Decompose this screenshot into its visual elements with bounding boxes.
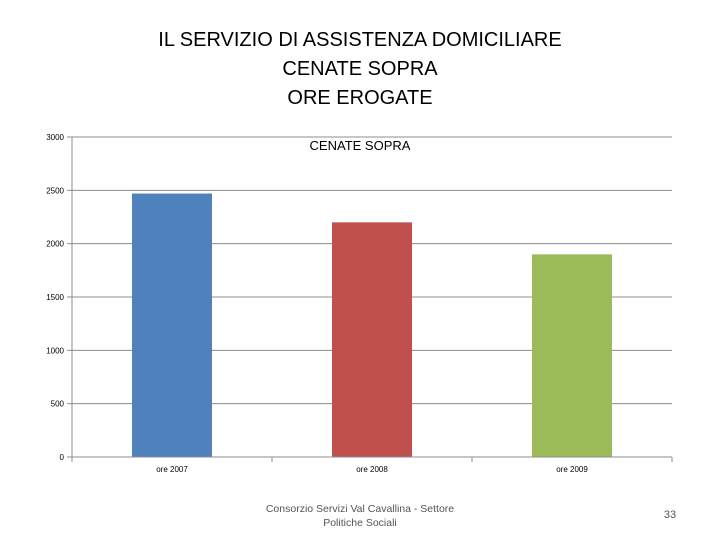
- bar-2: [332, 222, 412, 457]
- slide-title: IL SERVIZIO DI ASSISTENZA DOMICILIARE CE…: [0, 26, 720, 113]
- x-tick-label: ore 2009: [556, 465, 588, 474]
- bar-1: [132, 193, 212, 458]
- slide-title-line-3: ORE EROGATE: [287, 87, 433, 109]
- slide-title-line-1: IL SERVIZIO DI ASSISTENZA DOMICILIARE: [158, 29, 562, 51]
- axes: 0 500 1000 1500 2000 2500 3000 ore 2007 ore 2008…: [46, 133, 673, 474]
- y-tick-label: 500: [51, 400, 65, 409]
- y-tick-label: 2500: [46, 186, 64, 195]
- footer-line-2: Politiche Sociali: [323, 517, 397, 529]
- y-tick-label: 0: [60, 453, 65, 462]
- x-tick-label: ore 2007: [156, 465, 188, 474]
- chart-title: CENATE SOPRA: [310, 138, 411, 153]
- slide-title-line-2: CENATE SOPRA: [282, 58, 438, 80]
- y-tick-label: 2000: [46, 240, 64, 249]
- x-tick-label: ore 2008: [356, 465, 388, 474]
- y-tick-label: 1500: [46, 293, 64, 302]
- footer-line-1: Consorzio Servizi Val Cavallina - Settor…: [265, 503, 455, 515]
- footer-text: Consorzio Servizi Val Cavallina - Settor…: [250, 502, 470, 530]
- page-number: 33: [663, 509, 677, 521]
- bar-3: [532, 254, 612, 457]
- y-tick-label: 1000: [46, 346, 64, 355]
- bars: [132, 193, 612, 458]
- y-tick-label: 3000: [46, 133, 64, 142]
